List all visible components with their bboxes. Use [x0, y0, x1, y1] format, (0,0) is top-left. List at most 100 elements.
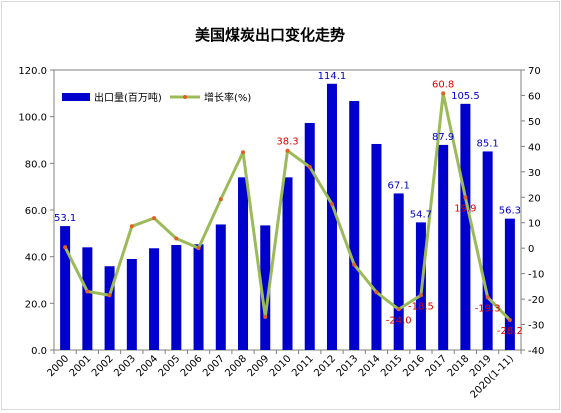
- line-point: [418, 293, 423, 298]
- line-value-label: -19.3: [475, 303, 501, 314]
- x-tick-label: 2017: [424, 353, 450, 379]
- bar: [238, 177, 249, 350]
- x-tick-label: 2001: [68, 353, 94, 379]
- bar: [104, 266, 115, 350]
- line-point: [263, 314, 268, 319]
- legend-label-bar: 出口量(百万吨): [94, 91, 162, 104]
- bar: [215, 224, 226, 350]
- line-point: [174, 236, 179, 241]
- line-point: [129, 224, 134, 229]
- x-tick-label: 2014: [357, 353, 383, 379]
- y-right-tick-label: 0: [528, 244, 534, 255]
- line-value-label: 19.9: [454, 204, 476, 215]
- x-tick-label: 2012: [312, 353, 338, 379]
- x-tick-label: 2016: [401, 353, 427, 379]
- line-point: [196, 246, 201, 251]
- bar: [60, 226, 71, 350]
- bar: [82, 247, 93, 350]
- bar: [260, 225, 271, 350]
- x-tick-label: 2000: [45, 353, 71, 379]
- y-right-tick-label: -20: [528, 295, 544, 306]
- x-tick-label: 2006: [179, 353, 205, 379]
- x-tick-label: 2010: [268, 353, 294, 379]
- y-right-tick-label: -30: [528, 321, 544, 332]
- bar: [482, 151, 493, 350]
- bar-series: [60, 83, 515, 351]
- line-point: [396, 307, 401, 312]
- x-tick-label: 2008: [223, 353, 249, 379]
- bar: [171, 245, 182, 350]
- legend-swatch-bar: [62, 93, 90, 101]
- y-right-tick-label: -40: [528, 346, 544, 357]
- bar-value-label: 53.1: [54, 213, 76, 224]
- bar-value-label: 87.9: [432, 132, 454, 143]
- line-point: [107, 293, 112, 298]
- x-tick-label: 2003: [112, 353, 138, 379]
- line-point: [352, 262, 357, 267]
- bar: [126, 259, 137, 350]
- bar: [193, 244, 204, 350]
- y-right-tick-label: 10: [528, 219, 541, 230]
- line-point: [85, 289, 90, 294]
- x-tick-label: 2004: [134, 353, 160, 379]
- line-point: [507, 317, 512, 322]
- line-value-label: -24.0: [386, 315, 412, 326]
- bar-value-label: 56.3: [499, 206, 521, 217]
- line-value-label: -28.2: [497, 326, 523, 337]
- y-right-tick-label: 70: [528, 66, 541, 77]
- x-tick-label: 2002: [90, 353, 116, 379]
- line-point: [63, 245, 68, 250]
- line-point: [285, 148, 290, 153]
- y-right-tick-label: 40: [528, 142, 541, 153]
- data-labels: 53.1 114.1 67.1 54.7 87.9 105.5 85.1 56.3 38.3 -2…: [54, 71, 523, 337]
- y-left-tick-label: 100.0: [18, 113, 47, 124]
- chart-title: 美国煤炭出口变化走势: [195, 26, 345, 44]
- line-point: [218, 197, 223, 202]
- bar-value-label: 85.1: [477, 138, 499, 149]
- line-point: [152, 216, 157, 221]
- x-tick-label: 2015: [379, 353, 405, 379]
- bar: [149, 248, 160, 350]
- line-value-label: -18.5: [408, 301, 434, 312]
- y-left-tick-label: 60.0: [25, 206, 47, 217]
- bar: [438, 144, 449, 350]
- chart-svg: 美国煤炭出口变化走势 0.0 20.0 40.0 60.0 80.0 100.0 120.0…: [18, 26, 544, 401]
- x-tick-label: 2011: [290, 353, 316, 379]
- line-point: [329, 202, 334, 207]
- x-tick-label: 2018: [446, 353, 472, 379]
- bar: [326, 83, 337, 351]
- line-point: [241, 150, 246, 155]
- y-right-tick-label: 30: [528, 168, 541, 179]
- x-tick-label: 2007: [201, 353, 227, 379]
- legend-swatch-marker: [183, 95, 187, 99]
- line-point: [463, 195, 468, 200]
- bar: [504, 218, 515, 350]
- bar: [460, 103, 471, 350]
- line-value-label: 38.3: [276, 137, 298, 148]
- bar: [282, 177, 293, 350]
- bar: [371, 143, 382, 350]
- x-tick-label: 2005: [157, 353, 183, 379]
- x-tick-label: 2013: [335, 353, 361, 379]
- line-point: [441, 91, 446, 96]
- line-value-label: 60.8: [432, 79, 454, 90]
- y-left-tick-label: 0.0: [31, 346, 47, 357]
- y-left-tick-label: 20.0: [25, 299, 47, 310]
- bar: [304, 122, 315, 350]
- bar: [349, 101, 360, 351]
- y-right-tick-label: 60: [528, 91, 541, 102]
- line-point: [485, 295, 490, 300]
- bar: [393, 193, 404, 350]
- y-right-tick-label: -10: [528, 270, 544, 281]
- legend: 出口量(百万吨) 增长率(%): [62, 91, 251, 104]
- bar-value-label: 54.7: [410, 209, 432, 220]
- y-left-tick-label: 40.0: [25, 253, 47, 264]
- y-right-tick-label: 20: [528, 193, 541, 204]
- bar-value-label: 105.5: [451, 91, 480, 102]
- x-tick-label: 2009: [246, 353, 272, 379]
- bar-value-label: 67.1: [388, 180, 410, 191]
- line-series: [63, 91, 512, 322]
- line-point: [374, 290, 379, 295]
- y-right-tick-label: 50: [528, 117, 541, 128]
